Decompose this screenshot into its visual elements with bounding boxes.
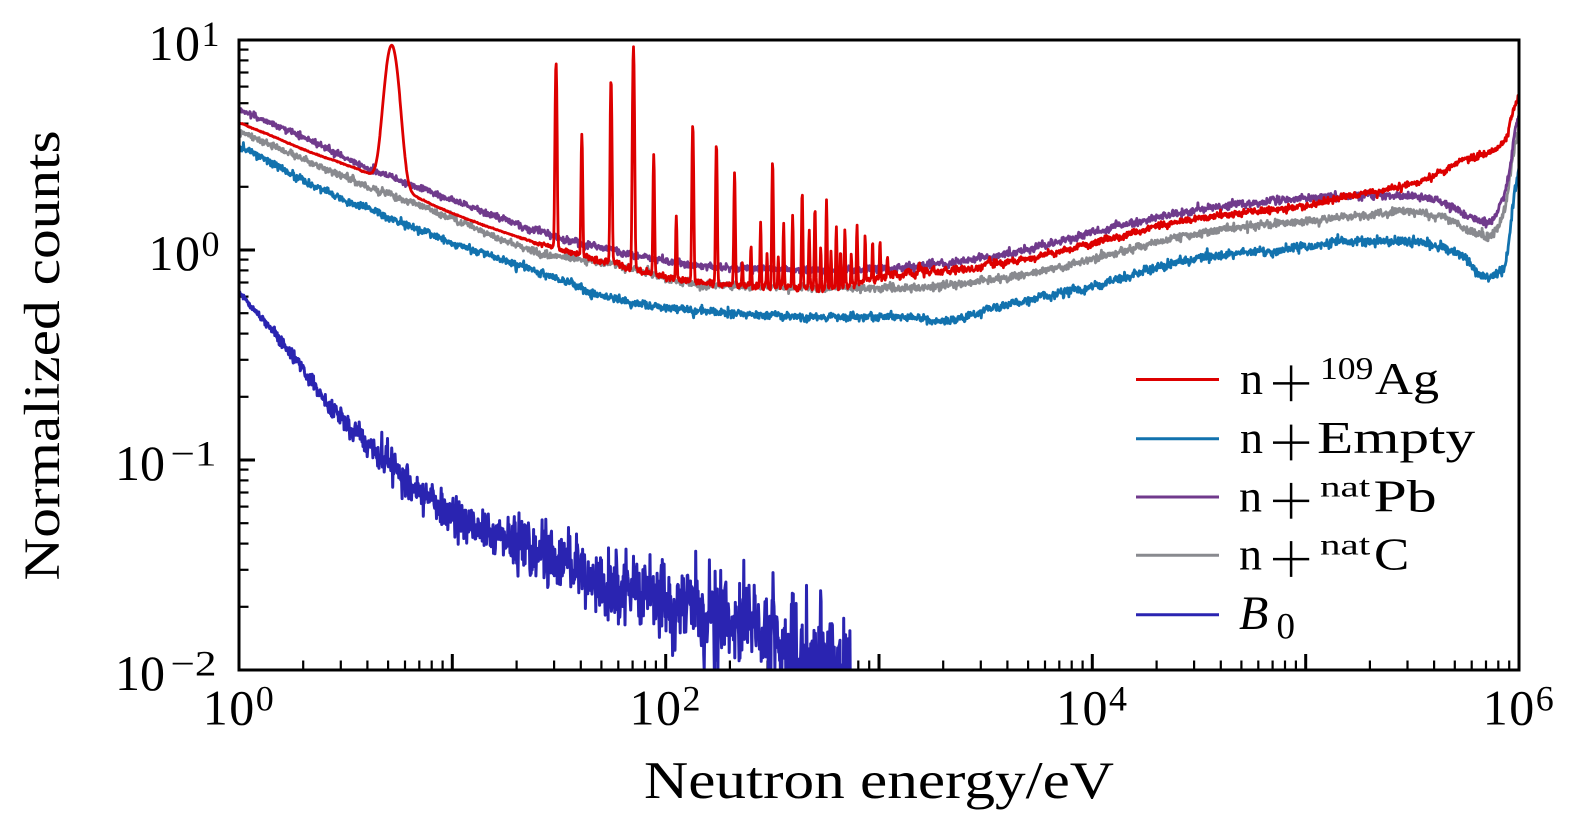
svg-text:nat: nat [1320, 470, 1370, 503]
svg-text:n: n [1239, 470, 1262, 521]
svg-text:nat: nat [1320, 528, 1370, 561]
svg-text:Neutron energy/eV: Neutron energy/eV [644, 752, 1114, 810]
svg-text:Ag: Ag [1375, 353, 1439, 404]
svg-text:10: 10 [115, 645, 165, 701]
svg-text:C: C [1374, 529, 1409, 580]
svg-text:n: n [1240, 412, 1263, 463]
svg-text:109: 109 [1320, 352, 1373, 387]
svg-text:−1: −1 [171, 434, 217, 474]
svg-text:Normalized counts: Normalized counts [14, 130, 70, 580]
svg-text:n: n [1240, 353, 1263, 404]
svg-text:−2: −2 [171, 644, 217, 684]
svg-text:Pb: Pb [1374, 470, 1437, 522]
svg-text:n: n [1239, 529, 1262, 580]
svg-text:B0: B0 [1239, 587, 1295, 648]
svg-text:104: 104 [1056, 679, 1129, 736]
svg-text:10: 10 [115, 435, 165, 491]
svg-text:Empty: Empty [1317, 413, 1476, 463]
